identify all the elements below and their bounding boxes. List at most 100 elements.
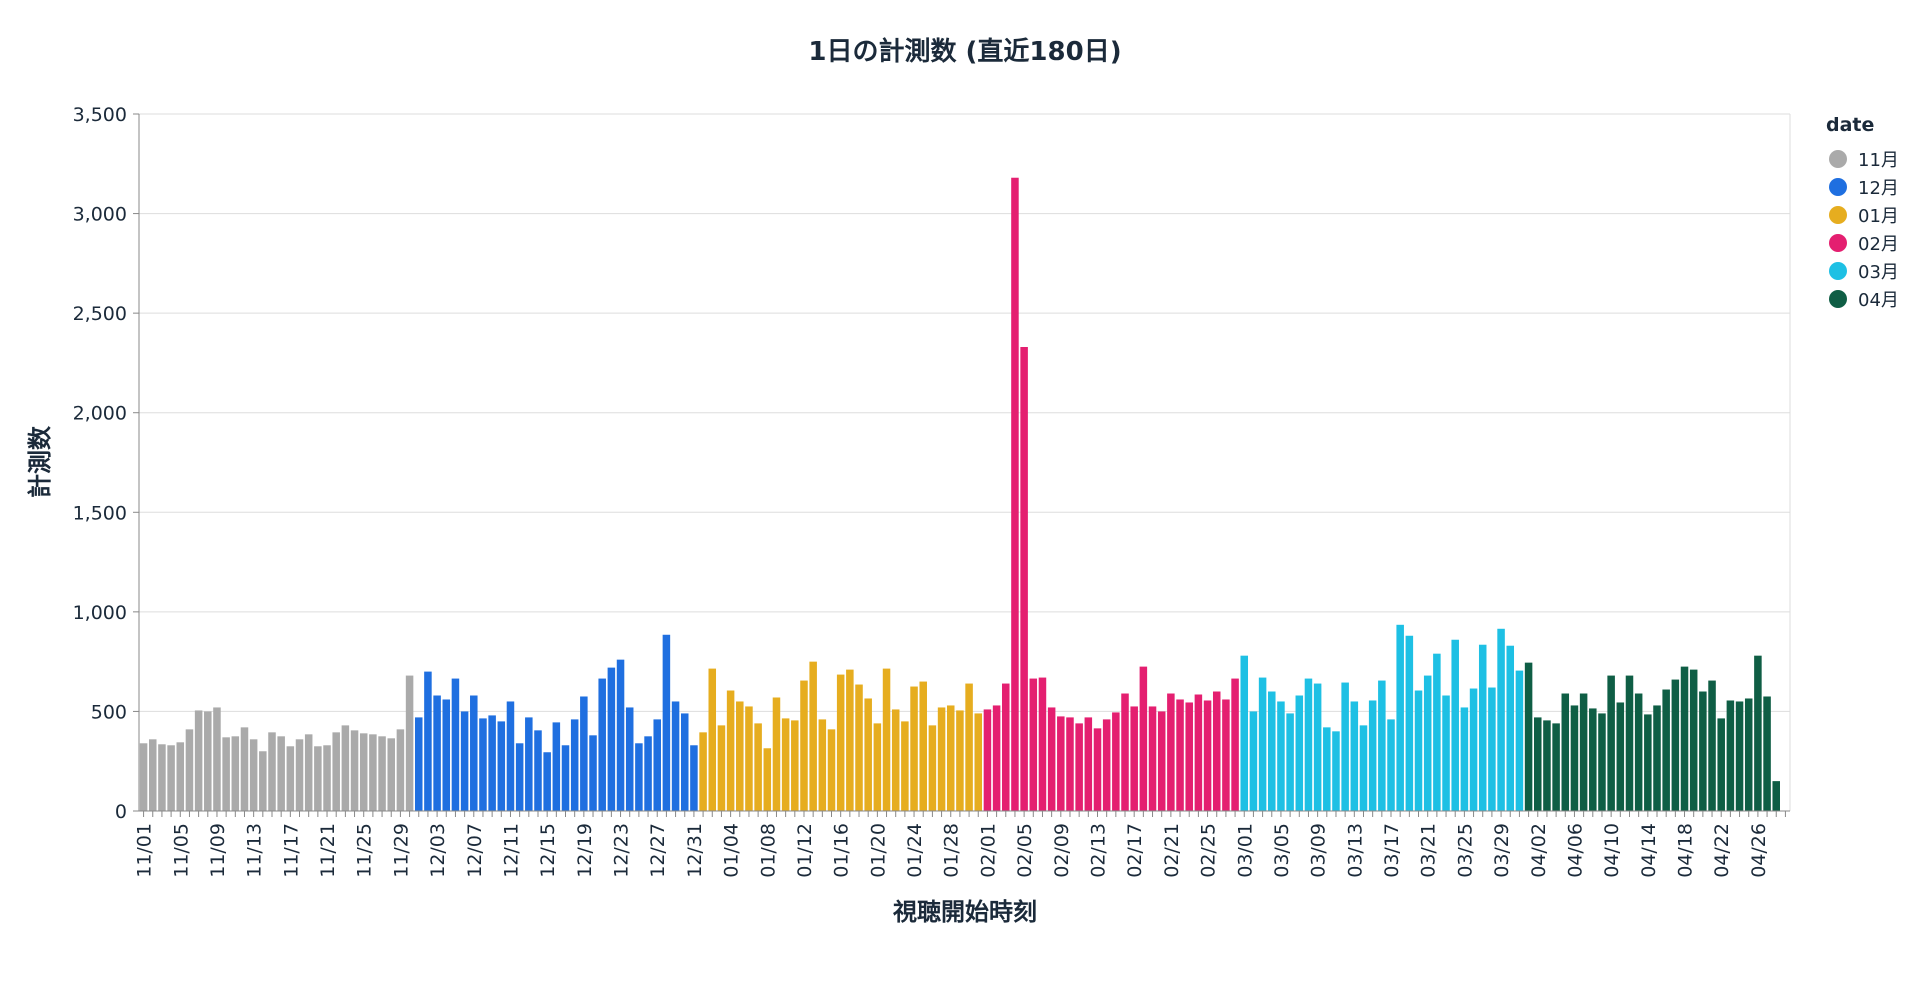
bar: [359, 733, 368, 811]
bar: [1662, 689, 1670, 811]
bar: [350, 730, 359, 811]
bar: [901, 721, 909, 811]
x-tick-label: 11/05: [170, 823, 192, 878]
bar: [176, 742, 185, 811]
x-tick-label: 01/12: [794, 823, 816, 878]
bar: [1772, 781, 1780, 811]
bar: [616, 659, 625, 811]
bar: [1497, 628, 1505, 811]
bar: [1139, 666, 1148, 811]
x-tick-label: 03/25: [1454, 823, 1476, 878]
bar: [1433, 653, 1441, 811]
bar: [332, 732, 340, 811]
bar: [341, 725, 350, 811]
bar: [194, 710, 203, 811]
bar: [919, 681, 927, 811]
bar: [754, 723, 762, 811]
bar: [680, 713, 689, 811]
x-tick-label: 03/09: [1308, 823, 1330, 878]
bar: [488, 715, 496, 811]
bar: [240, 727, 249, 811]
x-tick-label: 04/02: [1528, 823, 1550, 878]
bar: [745, 706, 753, 811]
bar: [864, 698, 872, 811]
bar: [1689, 669, 1698, 811]
bar: [552, 722, 561, 811]
bar: [781, 718, 790, 811]
x-tick-label: 02/05: [1014, 823, 1036, 878]
bar: [791, 720, 799, 811]
bar: [479, 718, 487, 811]
legend-swatch: [1829, 290, 1847, 308]
legend-swatch: [1829, 206, 1847, 224]
legend-label: 11月: [1858, 150, 1899, 171]
bar: [653, 719, 661, 811]
chart-title: 1日の計測数 (直近180日): [808, 36, 1121, 67]
x-tick-label: 01/24: [904, 823, 926, 878]
bar: [836, 674, 845, 811]
bar: [185, 729, 194, 811]
bar: [1112, 712, 1120, 811]
bar: [1726, 700, 1735, 811]
x-tick-label: 04/18: [1675, 823, 1697, 878]
bar: [708, 668, 717, 811]
x-tick-label: 11/01: [134, 823, 156, 878]
y-tick-label: 2,500: [73, 303, 127, 325]
bar: [525, 717, 533, 811]
bar: [1671, 679, 1680, 811]
bar: [873, 723, 882, 811]
bar: [442, 699, 451, 811]
x-tick-label: 12/03: [427, 823, 449, 878]
x-tick-label: 04/06: [1564, 823, 1586, 878]
bar: [1038, 677, 1047, 811]
legend-label: 12月: [1858, 178, 1899, 199]
bar: [1552, 723, 1560, 811]
y-axis-label: 計測数: [26, 425, 54, 498]
y-tick-label: 1,500: [73, 502, 127, 524]
bar: [1313, 683, 1322, 811]
x-tick-label: 01/04: [721, 823, 743, 878]
bar: [1304, 678, 1313, 811]
bar: [625, 707, 634, 811]
bar: [1699, 691, 1707, 811]
legend-swatch: [1829, 234, 1847, 252]
bar: [1634, 693, 1643, 811]
x-tick-label: 12/23: [611, 823, 633, 878]
bar: [580, 696, 588, 811]
bar: [846, 669, 854, 811]
bar: [1763, 696, 1771, 811]
bar: [644, 736, 652, 811]
bar: [1249, 711, 1258, 811]
bar: [946, 705, 955, 811]
x-tick-label: 04/10: [1601, 823, 1623, 878]
y-tick-label: 2,000: [73, 403, 127, 425]
bar: [800, 680, 808, 811]
legend-title: date: [1826, 114, 1874, 136]
bar: [1543, 720, 1551, 811]
bar: [809, 661, 817, 811]
bar: [1203, 700, 1212, 811]
bar: [1735, 701, 1744, 811]
bar: [1717, 718, 1725, 811]
bar: [1167, 693, 1175, 811]
bar: [1002, 683, 1010, 811]
bar: [1231, 678, 1239, 811]
bar: [1515, 670, 1524, 811]
x-tick-label: 11/17: [280, 823, 302, 878]
legend-swatch: [1829, 150, 1847, 168]
bar: [1011, 177, 1019, 812]
bar: [699, 732, 707, 811]
bar: [974, 713, 983, 811]
bar: [249, 739, 258, 811]
bar: [396, 729, 405, 811]
bar: [1277, 701, 1285, 811]
bar: [1102, 719, 1111, 811]
bar: [818, 719, 827, 811]
bar: [928, 725, 937, 811]
bar: [1222, 699, 1230, 811]
bar: [1625, 675, 1634, 811]
bar: [515, 743, 524, 811]
y-tick-label: 3,000: [73, 204, 127, 226]
bar: [1066, 717, 1074, 811]
